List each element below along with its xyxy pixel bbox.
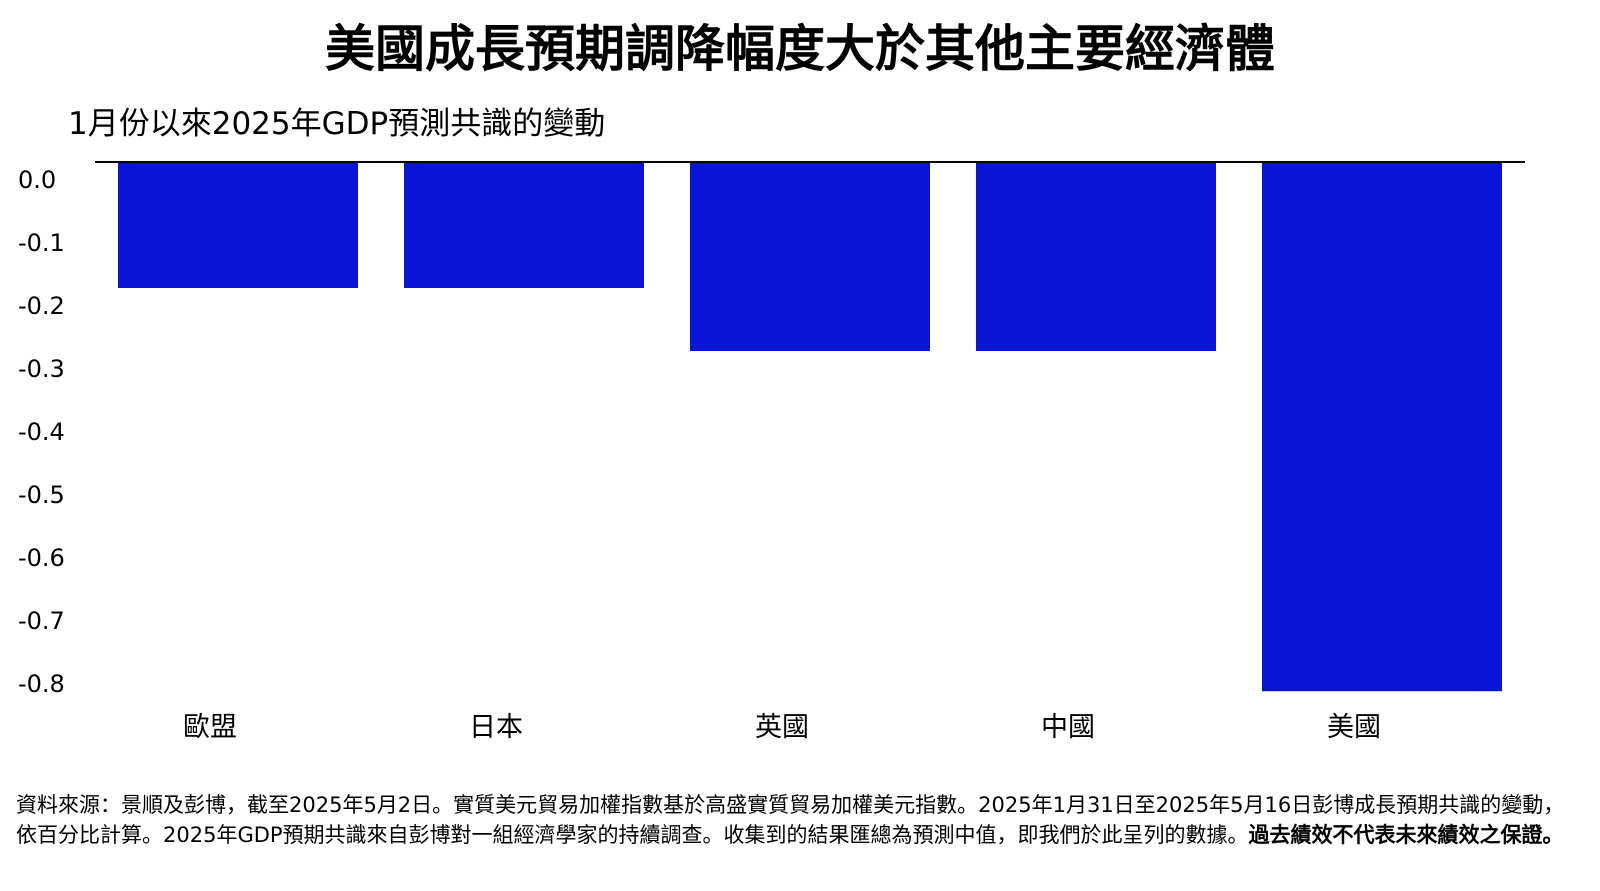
bar [690,162,930,351]
x-category-label: 美國 [1327,712,1381,743]
y-tick-label: -0.1 [18,229,65,257]
y-tick-label: -0.8 [18,670,65,698]
y-tick-label: 0.0 [18,166,56,194]
x-category-label: 中國 [1041,712,1095,743]
y-tick-label: -0.7 [18,607,65,635]
footnote-disclaimer: 過去績效不代表未來績效之保證。 [1248,823,1564,847]
bar [404,162,644,288]
x-category-label: 日本 [469,712,523,743]
y-tick-label: -0.2 [18,292,65,320]
y-tick-label: -0.6 [18,544,65,572]
chart-subtitle: 1月份以來2025年GDP預測共識的變動 [68,106,606,142]
bar-chart: 0.0 -0.1 -0.2 -0.3 -0.4 -0.5 -0.6 -0.7 -0.8 歐盟 日本 英… [18,161,1525,743]
y-tick-label: -0.4 [18,418,65,446]
source-footnote: 資料來源：景順及彭博，截至2025年5月2日。實質美元貿易加權指數基於高盛實質貿… [16,790,1576,850]
y-tick-label: -0.3 [18,355,65,383]
footnote-text: 資料來源：景順及彭博，截至2025年5月2日。實質美元貿易加權指數基於高盛實質貿… [16,793,1565,847]
y-tick-label: -0.5 [18,481,65,509]
chart-title: 美國成長預期調降幅度大於其他主要經濟體 [325,20,1275,78]
bar [118,162,358,288]
x-category-label: 歐盟 [183,712,237,743]
bar [1262,162,1502,692]
x-category-label: 英國 [755,712,809,743]
bar [976,162,1216,351]
